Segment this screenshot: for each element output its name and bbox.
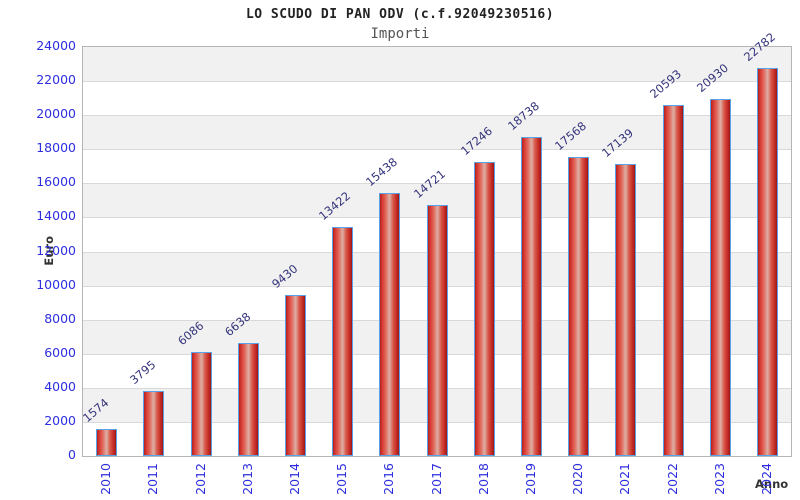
- x-tick-label: 2012: [192, 463, 208, 495]
- bar: [568, 156, 590, 456]
- x-tick-label: 2015: [334, 463, 350, 495]
- bar: [190, 352, 212, 456]
- y-tick-label: 16000: [36, 174, 76, 190]
- bar: [143, 391, 165, 456]
- gridline: [83, 115, 791, 117]
- bar: [615, 163, 637, 456]
- y-tick-label: 22000: [36, 72, 76, 88]
- bar: [473, 162, 495, 456]
- x-tick-label: 2020: [570, 463, 586, 495]
- x-tick-label: 2014: [286, 463, 302, 495]
- x-tick-label: 2019: [522, 463, 538, 495]
- y-tick-label: 12000: [36, 242, 76, 258]
- bar: [662, 105, 684, 456]
- plot-area: 1574 3795 6086 6638 9430 13422 15438 14721 17246…: [80, 30, 792, 457]
- y-tick-label: 2000: [44, 412, 76, 428]
- chart-title: LO SCUDO DI PAN ODV (c.f.92049230516): [245, 7, 555, 22]
- x-tick-label: 2017: [428, 463, 444, 495]
- bar: [332, 227, 354, 456]
- bar: [379, 192, 401, 456]
- x-axis-title: Anno: [755, 477, 789, 491]
- x-tick-label: 2018: [475, 463, 491, 495]
- y-tick-label: 6000: [44, 344, 76, 360]
- y-tick-label: 24000: [36, 38, 76, 53]
- y-tick-label: 18000: [36, 140, 76, 156]
- bar: [284, 295, 306, 456]
- y-tick-label: 14000: [36, 208, 76, 224]
- y-tick-label: 8000: [44, 310, 76, 326]
- x-tick-label: 2011: [145, 463, 161, 495]
- plot-band: [83, 81, 791, 115]
- bar: [237, 342, 259, 456]
- x-tick-label: 2022: [664, 463, 680, 495]
- y-tick-label: 10000: [36, 276, 76, 292]
- plot-band: [83, 47, 791, 82]
- bar: [426, 205, 448, 456]
- bar: [709, 99, 731, 456]
- y-tick-label: 0: [68, 447, 76, 462]
- gridline: [83, 183, 791, 185]
- x-tick-label: 2016: [381, 463, 397, 495]
- gridline: [83, 149, 791, 151]
- x-tick-label: 2024: [758, 463, 774, 495]
- gridline: [83, 81, 791, 83]
- x-tick-label: 2021: [617, 463, 633, 495]
- bar: [96, 429, 118, 456]
- bar: [756, 67, 778, 456]
- bar: [520, 136, 542, 456]
- x-tick-label: 2023: [711, 463, 727, 495]
- y-tick-label: 4000: [44, 378, 76, 394]
- chart-subtitle: Importi: [370, 26, 430, 42]
- y-tick-label: 20000: [36, 106, 76, 122]
- x-tick-label: 2010: [98, 463, 114, 495]
- plot-band: [83, 115, 791, 150]
- x-tick-label: 2013: [239, 463, 255, 495]
